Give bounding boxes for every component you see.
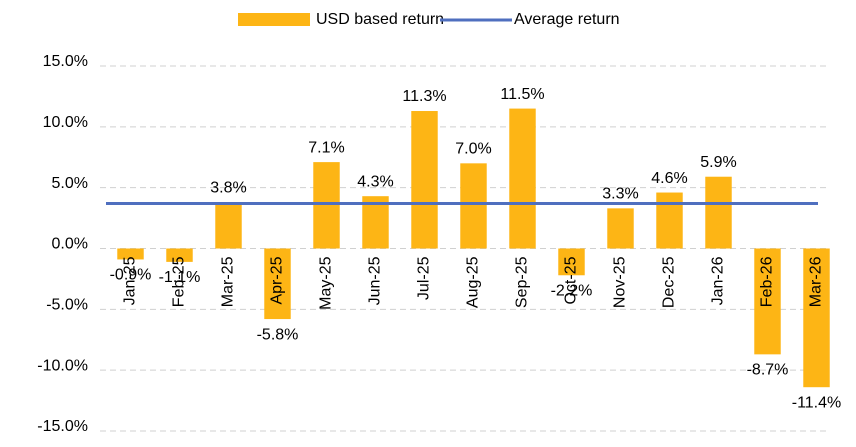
- y-tick-label: -10.0%: [37, 357, 88, 374]
- bar: [117, 248, 144, 260]
- value-label: 4.3%: [357, 173, 393, 190]
- x-tick-label: Jun-25: [367, 256, 384, 305]
- value-label: 4.6%: [651, 170, 687, 187]
- bar: [411, 111, 438, 249]
- value-label: -0.9%: [110, 267, 152, 284]
- value-label: 7.0%: [455, 141, 491, 158]
- x-tick-label: Dec-25: [661, 256, 678, 308]
- bar: [264, 248, 291, 320]
- value-label: 3.3%: [602, 186, 638, 203]
- bar: [460, 163, 487, 249]
- legend-swatch: [238, 13, 310, 26]
- x-tick-label: Sep-25: [514, 256, 531, 308]
- value-label: -2.2%: [551, 282, 593, 299]
- y-tick-label: -15.0%: [37, 418, 88, 435]
- bar: [558, 248, 585, 276]
- value-label: -11.4%: [792, 394, 842, 411]
- bar: [803, 248, 830, 388]
- bar: [754, 248, 781, 355]
- x-tick-label: Aug-25: [465, 256, 482, 308]
- value-label: 5.9%: [700, 154, 736, 171]
- value-label: 11.3%: [402, 88, 446, 105]
- bar: [656, 192, 683, 249]
- x-tick-label: Feb-25: [171, 256, 188, 307]
- value-label: -5.8%: [257, 326, 299, 343]
- bar: [607, 208, 634, 249]
- x-tick-label: Jul-25: [416, 256, 433, 300]
- x-tick-label: Nov-25: [612, 256, 629, 308]
- value-label: 7.1%: [308, 139, 344, 156]
- x-tick-label: May-25: [318, 256, 335, 309]
- y-tick-label: 5.0%: [52, 175, 88, 192]
- value-label: 3.8%: [210, 179, 246, 196]
- bar: [215, 202, 242, 249]
- y-tick-label: 0.0%: [52, 236, 88, 253]
- x-tick-label: Feb-26: [759, 256, 776, 307]
- value-label: -1.1%: [159, 269, 201, 286]
- legend-label: Average return: [514, 11, 620, 28]
- x-tick-label: Oct-25: [563, 256, 580, 304]
- value-label: -8.7%: [747, 362, 789, 379]
- x-tick-label: Jan-25: [122, 256, 139, 305]
- y-tick-label: 10.0%: [43, 114, 88, 131]
- x-tick-label: Apr-25: [269, 256, 286, 304]
- legend-label: USD based return: [316, 11, 444, 28]
- value-label: 11.5%: [500, 86, 544, 103]
- bar: [509, 108, 536, 249]
- bar: [166, 248, 193, 262]
- x-tick-label: Jan-26: [710, 256, 727, 305]
- x-tick-label: Mar-26: [808, 256, 825, 307]
- bar: [705, 176, 732, 249]
- x-tick-label: Mar-25: [220, 256, 237, 307]
- bar: [313, 162, 340, 249]
- y-tick-label: -5.0%: [46, 297, 88, 314]
- y-tick-label: 15.0%: [43, 53, 88, 70]
